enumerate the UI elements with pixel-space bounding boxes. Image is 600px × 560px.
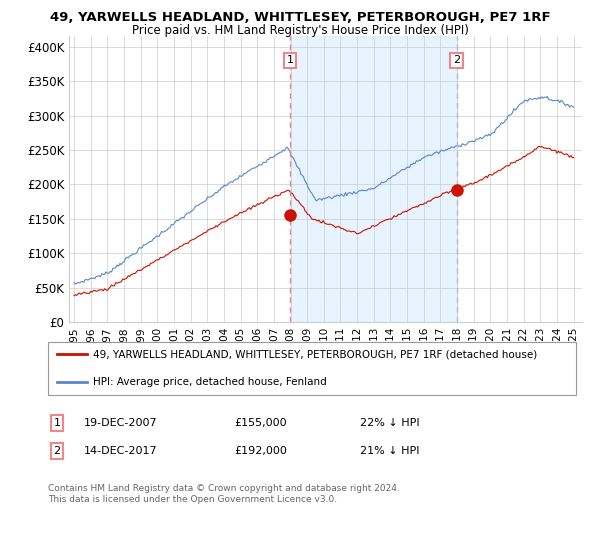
Text: 19-DEC-2007: 19-DEC-2007: [84, 418, 158, 428]
Text: 14-DEC-2017: 14-DEC-2017: [84, 446, 158, 456]
Text: £155,000: £155,000: [234, 418, 287, 428]
Text: Contains HM Land Registry data © Crown copyright and database right 2024.
This d: Contains HM Land Registry data © Crown c…: [48, 484, 400, 504]
Text: 49, YARWELLS HEADLAND, WHITTLESEY, PETERBOROUGH, PE7 1RF: 49, YARWELLS HEADLAND, WHITTLESEY, PETER…: [50, 11, 550, 24]
Text: 49, YARWELLS HEADLAND, WHITTLESEY, PETERBOROUGH, PE7 1RF (detached house): 49, YARWELLS HEADLAND, WHITTLESEY, PETER…: [93, 349, 537, 360]
Text: 1: 1: [287, 55, 293, 66]
Text: 21% ↓ HPI: 21% ↓ HPI: [360, 446, 419, 456]
Bar: [290, 36, 457, 322]
Text: Price paid vs. HM Land Registry's House Price Index (HPI): Price paid vs. HM Land Registry's House …: [131, 24, 469, 36]
Text: 22% ↓ HPI: 22% ↓ HPI: [360, 418, 419, 428]
Text: HPI: Average price, detached house, Fenland: HPI: Average price, detached house, Fenl…: [93, 377, 327, 388]
Text: 1: 1: [53, 418, 61, 428]
Text: 2: 2: [53, 446, 61, 456]
Text: 2: 2: [453, 55, 460, 66]
Text: £192,000: £192,000: [234, 446, 287, 456]
